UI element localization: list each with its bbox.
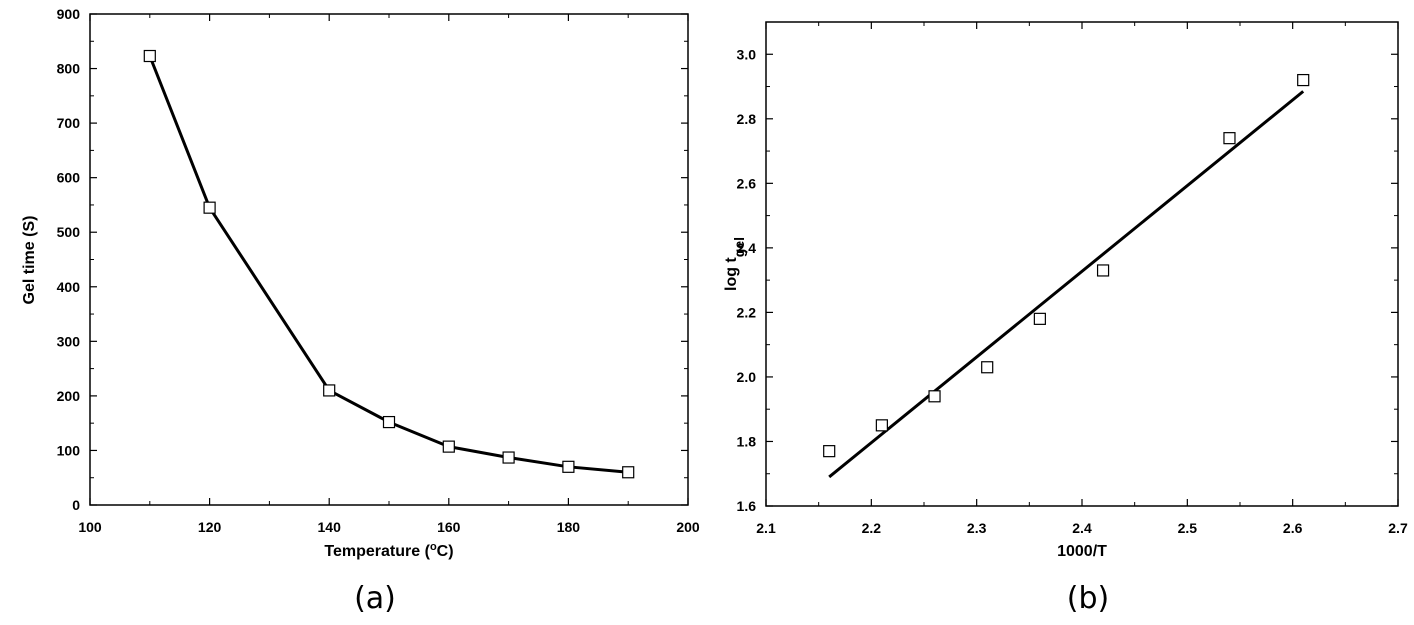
x-tick-label: 100 [78, 519, 102, 535]
x-axis-title-superscript: o [430, 541, 437, 553]
x-tick-label: 200 [676, 519, 700, 535]
y-axis-title-text: Gel time (S) [21, 216, 38, 305]
y-tick-label: 100 [57, 442, 81, 458]
x-axis-title-tail: C) [437, 543, 454, 560]
y-tick-label: 2.6 [737, 175, 757, 191]
panel-label: (a) [354, 581, 396, 616]
series-line [148, 55, 629, 474]
plot-frame [89, 13, 689, 506]
chart-panel-2: 2.1 2.2 2.3 2.4 2.5 2.6 2.7 1.6 1.8 2.0 2.2 2.4 2.6 2… [723, 21, 1408, 616]
x-axis-title-text: 1000/T [1057, 543, 1107, 560]
y-tick-label: 1.6 [737, 498, 757, 514]
y-axis-title: Gel time (S) [21, 216, 38, 305]
x-tick-label: 160 [437, 519, 461, 535]
plot-frame [765, 21, 1399, 507]
data-point-marker [622, 466, 635, 479]
chart-panel-1: 100 120 140 160 180 200 0 100 200 300 400 500 600 700… [21, 6, 700, 616]
data-point-marker [1096, 264, 1110, 277]
y-tick-label: 500 [57, 224, 81, 240]
y-tick-label: 800 [57, 61, 81, 77]
x-axis-title-text: Temperature ( [324, 543, 430, 560]
fit-line [828, 90, 1305, 479]
y-tick-label: 700 [57, 115, 81, 131]
data-point-marker [981, 361, 994, 374]
x-tick-label: 2.5 [1178, 520, 1198, 536]
x-tick-label: 120 [198, 519, 222, 535]
x-tick-label: 2.7 [1388, 520, 1408, 536]
data-point-marker [823, 445, 836, 458]
y-tick-label: 2.4 [737, 240, 757, 256]
y-tick-label: 400 [57, 279, 81, 295]
x-axis-title: 1000/T [1057, 543, 1107, 560]
y-tick-label: 2.0 [737, 369, 757, 385]
x-axis-title: Temperature (oC) [324, 541, 453, 560]
y-tick-label: 1.8 [737, 433, 757, 449]
data-point-marker [562, 460, 575, 473]
data-point-marker [1297, 73, 1310, 87]
data-point-marker [203, 201, 216, 214]
panel-label: (b) [1067, 581, 1109, 616]
data-point-marker [143, 49, 156, 63]
y-tick-label: 3.0 [737, 46, 757, 62]
y-tick-label: 600 [57, 170, 81, 186]
y-tick-label: 200 [57, 388, 81, 404]
y-axis-title-subscript: gel [731, 237, 747, 257]
x-tick-label: 2.2 [862, 520, 882, 536]
data-point-marker [502, 451, 515, 464]
y-tick-label: 0 [72, 497, 80, 513]
data-point-marker [442, 440, 455, 453]
x-tick-label: 2.4 [1072, 520, 1092, 536]
data-point-marker [382, 415, 396, 429]
data-point-marker [928, 390, 941, 403]
data-point-marker [875, 419, 888, 432]
y-axis-title: log tgel [723, 237, 747, 291]
y-tick-label: 900 [57, 6, 81, 22]
data-point-marker [1033, 312, 1046, 325]
y-axis-title-text: log t [723, 257, 740, 291]
x-tick-label: 180 [557, 519, 581, 535]
x-tick-label: 140 [318, 519, 342, 535]
x-tick-label: 2.6 [1283, 520, 1303, 536]
y-tick-label: 2.2 [737, 304, 757, 320]
y-tick-label: 2.8 [737, 111, 757, 127]
x-tick-label: 2.1 [756, 520, 776, 536]
y-tick-label: 300 [57, 333, 81, 349]
x-tick-label: 2.3 [967, 520, 987, 536]
data-point-marker [1223, 132, 1236, 145]
data-point-marker [323, 384, 336, 397]
